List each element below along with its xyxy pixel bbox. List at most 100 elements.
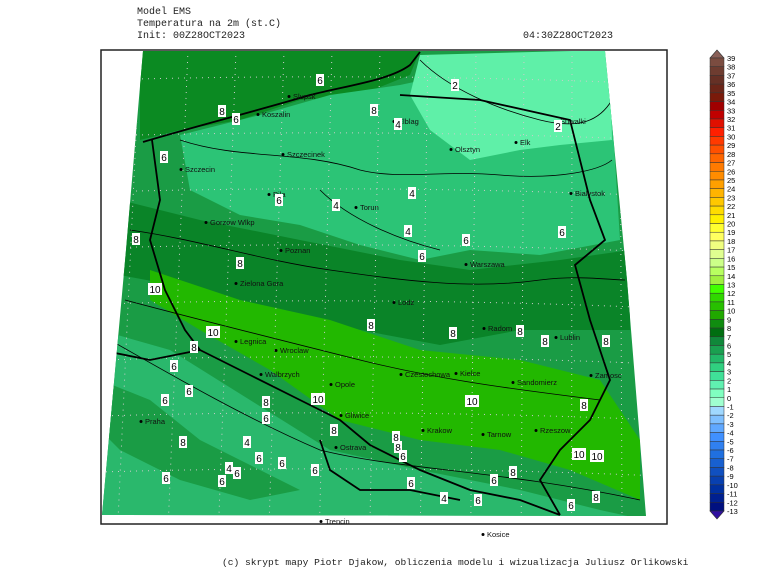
colorbar-tick-label: 20 xyxy=(727,220,735,229)
contour-value: 8 xyxy=(133,235,139,246)
city-dot xyxy=(514,141,518,144)
contour-label: 6 xyxy=(233,467,241,480)
contour-label: 6 xyxy=(462,234,470,247)
colorbar-box xyxy=(709,493,725,503)
colorbar-tick-label: -1 xyxy=(727,402,734,411)
contour-label: 8 xyxy=(392,431,400,444)
credits-footer: (c) skrypt mapy Piotr Djakow, obliczenia… xyxy=(222,557,689,568)
city-gorzow-wlkp: Gorzow Wlkp xyxy=(204,218,255,227)
city-ostrava: Ostrava xyxy=(334,443,367,452)
colorbar-tick-label: 38 xyxy=(727,63,735,72)
colorbar-box xyxy=(709,397,725,407)
contour-value: 4 xyxy=(409,189,415,200)
city-bialystok: Bialystok xyxy=(569,189,605,198)
colorbar-box xyxy=(709,458,725,468)
model-name: Model EMS xyxy=(137,7,192,18)
colorbar-box xyxy=(709,101,725,111)
contour-label: 8 xyxy=(236,257,244,270)
border-east xyxy=(399,94,611,516)
colorbar-tick-label: -11 xyxy=(727,490,737,499)
colorbar-box xyxy=(709,484,725,494)
city-label: Zamosc xyxy=(595,371,622,380)
colorbar-box xyxy=(709,162,725,172)
city-dot xyxy=(204,221,208,224)
contour-value: 2 xyxy=(555,122,561,133)
city-label: Radom xyxy=(488,324,512,333)
contour-value: 6 xyxy=(233,115,239,126)
colorbar-tick-label: 37 xyxy=(727,71,735,80)
colorbar-tick-label: 12 xyxy=(727,289,735,298)
contour-label: 6 xyxy=(262,412,270,425)
colorbar-tick-label: 9 xyxy=(727,315,731,324)
colorbar-tick-label: -13 xyxy=(727,507,738,516)
border-slovakia xyxy=(319,439,461,501)
colorbar-box xyxy=(709,240,725,250)
colorbar-tick-label: -3 xyxy=(727,420,734,429)
contour-label: 8 xyxy=(262,396,270,409)
city-dot xyxy=(421,429,425,432)
contour-value: 8 xyxy=(510,468,516,479)
colorbar-tick-label: 10 xyxy=(727,307,735,316)
colorbar-box xyxy=(709,345,725,355)
colorbar-box xyxy=(709,249,725,259)
city-koszalin: Koszalin xyxy=(256,110,290,119)
colorbar-tick-label: 23 xyxy=(727,193,735,202)
city-dot xyxy=(274,349,278,352)
contour-label: 10 xyxy=(311,393,325,406)
contour-value: 4 xyxy=(333,201,339,212)
colorbar-tick-label: 14 xyxy=(727,272,735,281)
contour-value: 10 xyxy=(312,395,324,406)
colorbar-tick-label: 8 xyxy=(727,324,731,333)
contour-label: 6 xyxy=(418,250,426,263)
colorbar-tick-label: 7 xyxy=(727,333,731,342)
contour-label: 2 xyxy=(554,120,562,133)
contour-label: 6 xyxy=(275,194,283,207)
contour-value: 8 xyxy=(450,329,456,340)
city-dot xyxy=(554,336,558,339)
colorbar-box xyxy=(709,292,725,303)
colorbar-tick-label: 35 xyxy=(727,89,735,98)
contour-label: 6 xyxy=(311,464,319,477)
colorbar-tick-label: 25 xyxy=(727,176,735,185)
colorbar-box xyxy=(709,327,725,338)
city-label: Trencin xyxy=(325,517,350,526)
colorbar-top-arrow xyxy=(709,49,725,59)
contour-value: 10 xyxy=(573,450,585,461)
colorbar-box xyxy=(709,449,725,459)
city-walbrzych: Walbrzych xyxy=(259,370,300,379)
city-torun: Torun xyxy=(354,203,379,212)
border-west xyxy=(149,139,201,351)
city-dot xyxy=(511,381,515,384)
city-opole: Opole xyxy=(329,380,355,389)
init-time: Init: 00Z28OCT2023 xyxy=(137,31,246,42)
contour-value: 4 xyxy=(405,227,411,238)
city-dot xyxy=(589,374,593,377)
contour-label: 6 xyxy=(160,151,168,164)
colorbar-tick-label: 27 xyxy=(727,159,735,168)
contour-label: 6 xyxy=(407,477,415,490)
contour-value: 6 xyxy=(162,396,168,407)
colorbar-tick-label: 6 xyxy=(727,341,731,350)
city-trencin: Trencin xyxy=(319,517,350,526)
city-szczecin: Szczecin xyxy=(179,165,215,174)
city-dot xyxy=(339,414,343,417)
colorbar-box xyxy=(709,214,725,224)
colorbar-box xyxy=(709,423,725,433)
colorbar-tick-label: 19 xyxy=(727,228,735,237)
contour-value: 6 xyxy=(312,466,318,477)
colorbar-box xyxy=(709,301,725,311)
contour-value: 6 xyxy=(163,474,169,485)
map-frame xyxy=(100,49,668,525)
colorbar-box xyxy=(709,353,725,364)
colorbar-tick-label: 5 xyxy=(727,350,731,359)
city-label: Elk xyxy=(520,138,531,147)
city-krakow: Krakow xyxy=(421,426,453,435)
contour-value: 4 xyxy=(244,438,250,449)
colorbar-tick-label: 1 xyxy=(727,385,731,394)
city-label: Szczecinek xyxy=(287,150,325,159)
city-label: Praha xyxy=(145,417,166,426)
contour-value: 10 xyxy=(591,452,603,463)
contour-label: 6 xyxy=(255,452,263,465)
city-dot xyxy=(287,95,291,98)
